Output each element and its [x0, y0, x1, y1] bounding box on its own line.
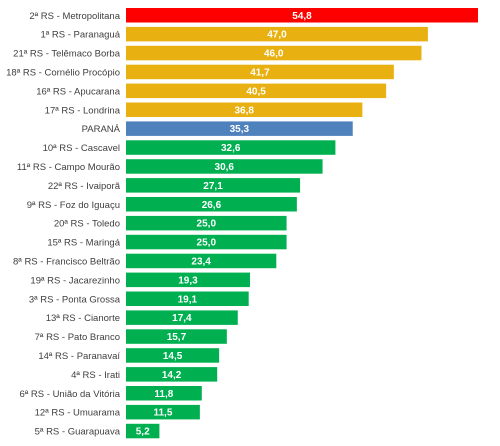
- value-label: 47,0: [267, 30, 287, 41]
- bar: [126, 26, 428, 42]
- category-label: 1ª RS - Paranaguá: [40, 30, 120, 41]
- value-label: 46,0: [264, 49, 284, 60]
- category-label: 8ª RS - Francisco Beltrão: [13, 256, 120, 267]
- value-label: 19,1: [178, 294, 198, 305]
- value-label: 30,6: [215, 162, 235, 173]
- value-label: 17,4: [172, 313, 192, 324]
- value-label: 11,8: [154, 389, 173, 400]
- category-label: 21ª RS - Telêmaco Borba: [13, 49, 121, 60]
- bar: [126, 8, 478, 23]
- category-label: 6ª RS - União da Vitória: [19, 389, 120, 400]
- value-label: 23,4: [191, 256, 211, 267]
- category-labels-group: 2ª RS - Metropolitana 1ª RS - Paranaguá 21…: [6, 11, 121, 438]
- bar: [126, 178, 301, 193]
- category-label: 22ª RS - Ivaiporã: [48, 181, 121, 192]
- bar: [126, 64, 394, 80]
- bar: [126, 310, 238, 325]
- value-label: 15,7: [167, 332, 187, 343]
- value-label: 27,1: [203, 181, 223, 192]
- value-label: 25,0: [197, 238, 217, 249]
- bar: [126, 367, 218, 382]
- bar: [126, 272, 250, 288]
- bar: [126, 291, 249, 306]
- value-label: 36,8: [234, 105, 254, 116]
- value-label: 40,5: [246, 86, 266, 97]
- category-label: 3ª RS - Ponta Grossa: [29, 294, 121, 305]
- value-labels-group: 54,8 47,0 46,0 41,7 40,5 36,8 35,3 32,6 30,6 27,1…: [136, 11, 312, 438]
- bar: [126, 234, 287, 250]
- value-label: 54,8: [292, 11, 312, 22]
- bar: [126, 121, 353, 136]
- category-label: 20ª RS - Toledo: [54, 219, 120, 230]
- category-label: 19ª RS - Jacarezinho: [30, 275, 120, 286]
- value-label: 41,7: [250, 67, 270, 78]
- bar: [126, 386, 202, 401]
- bar: [126, 83, 387, 99]
- category-label: 16ª RS - Apucarana: [36, 86, 121, 97]
- value-label: 11,5: [153, 408, 172, 419]
- category-label: 13ª RS - Cianorte: [46, 313, 120, 324]
- category-label: 4ª RS - Irati: [71, 370, 120, 381]
- value-label: 25,0: [197, 219, 217, 230]
- value-label: 26,6: [202, 200, 222, 211]
- category-label: 15ª RS - Maringá: [47, 238, 120, 249]
- bars-group: [126, 8, 478, 439]
- bar: [126, 45, 422, 61]
- value-label: 35,3: [230, 124, 250, 135]
- category-label: 9ª RS - Foz do Iguaçu: [27, 200, 120, 211]
- bar: [126, 348, 220, 363]
- value-label: 32,6: [221, 143, 241, 154]
- category-label: 12ª RS - Umuarama: [35, 408, 121, 419]
- value-label: 14,2: [162, 370, 182, 381]
- category-label: 2ª RS - Metropolitana: [29, 11, 120, 22]
- value-label: 5,2: [136, 427, 150, 438]
- bar: [126, 140, 336, 155]
- bar: [126, 197, 297, 212]
- category-label: 17ª RS - Londrina: [45, 105, 121, 116]
- bar: [126, 159, 323, 174]
- category-label: 11ª RS - Campo Mourão: [17, 162, 120, 173]
- bar: [126, 423, 160, 439]
- category-label: 7ª RS - Pato Branco: [35, 332, 120, 343]
- bar: [126, 102, 363, 117]
- bar: [126, 329, 227, 344]
- category-label: 5ª RS - Guarapuava: [35, 427, 121, 438]
- category-label: PARANÁ: [82, 124, 121, 135]
- category-label: 10ª RS - Cascavel: [43, 143, 120, 154]
- bar: [126, 404, 200, 420]
- value-label: 19,3: [178, 275, 198, 286]
- bar: [126, 215, 287, 231]
- value-label: 14,5: [163, 351, 183, 362]
- category-label: 14ª RS - Paranavaí: [38, 351, 120, 362]
- bar: [126, 253, 277, 269]
- category-label: 18ª RS - Cornélio Procópio: [6, 67, 120, 78]
